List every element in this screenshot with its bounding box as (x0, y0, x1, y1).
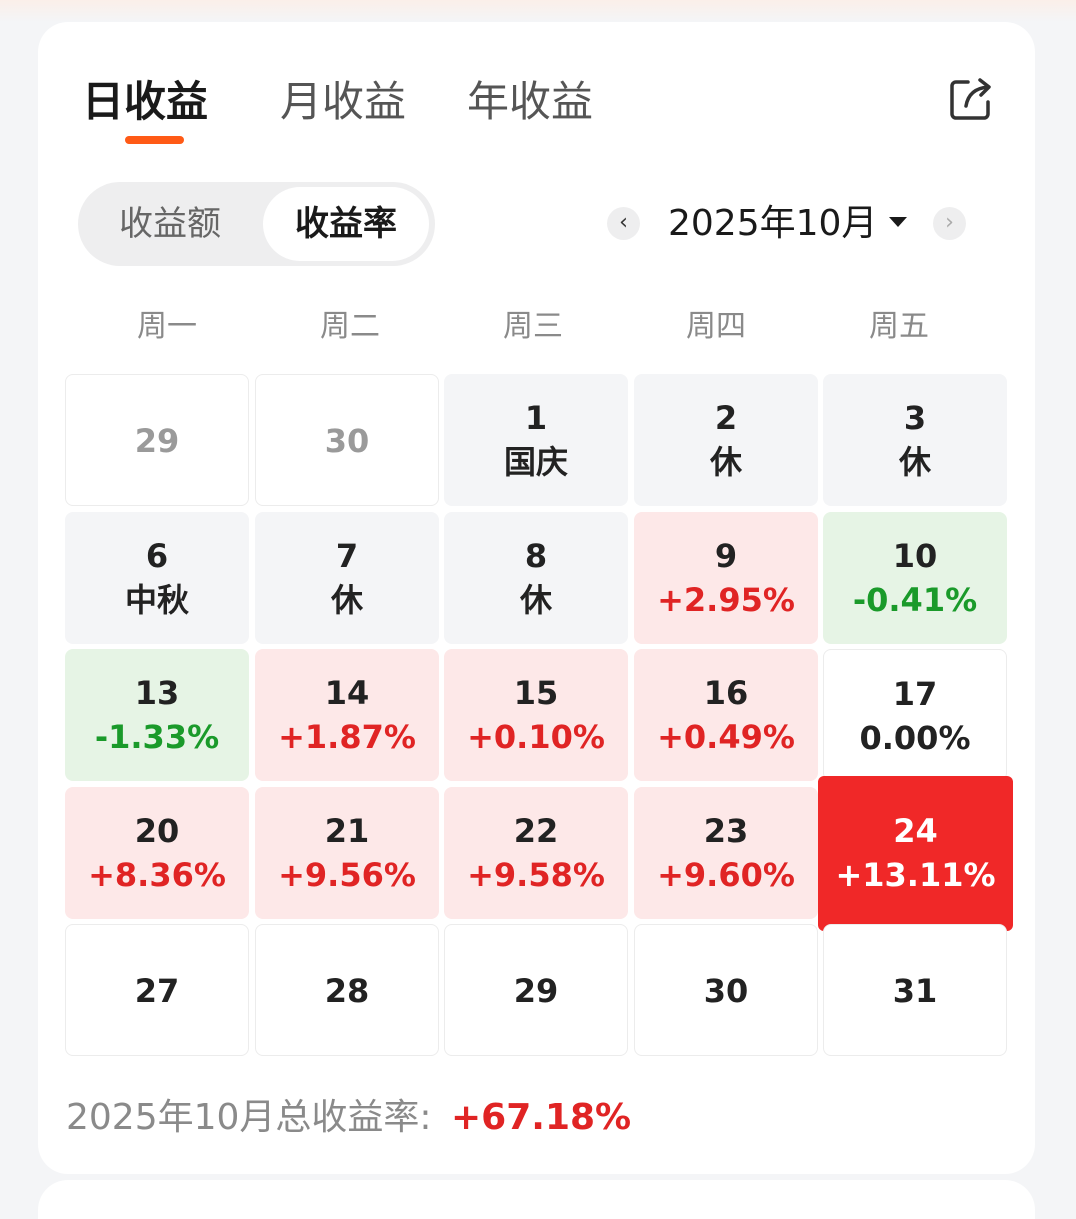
day-number: 22 (513, 812, 559, 850)
calendar-day-cell[interactable]: 29 (444, 924, 628, 1056)
day-number: 23 (703, 812, 749, 850)
daily-return-rate: +13.11% (835, 856, 996, 894)
tab-daily[interactable]: 日收益 (82, 77, 209, 126)
calendar-day-cell[interactable]: 16 +0.49% (634, 649, 818, 781)
active-tab-indicator (125, 136, 184, 144)
weekday-mon: 周一 (137, 309, 197, 344)
weekday-fri: 周五 (869, 309, 929, 344)
day-number: 29 (134, 422, 180, 460)
calendar-day-cell[interactable]: 15 +0.10% (444, 649, 628, 781)
day-number: 17 (892, 675, 938, 713)
day-number: 14 (324, 674, 370, 712)
day-number: 31 (892, 972, 938, 1010)
day-number: 20 (134, 812, 180, 850)
calendar-day-cell[interactable]: 21 +9.56% (255, 787, 439, 919)
calendar-day-cell[interactable]: 23 +9.60% (634, 787, 818, 919)
calendar-day-cell[interactable]: 17 0.00% (823, 649, 1007, 781)
segment-amount[interactable]: 收益额 (119, 204, 221, 244)
holiday-label: 休 (330, 581, 363, 619)
tab-yearly[interactable]: 年收益 (467, 77, 594, 126)
next-card (38, 1180, 1035, 1219)
daily-return-rate: +9.58% (467, 856, 605, 894)
day-number: 1 (524, 399, 548, 437)
share-icon[interactable] (946, 74, 996, 124)
calendar-day-cell[interactable]: 29 (65, 374, 249, 506)
holiday-label: 中秋 (124, 581, 189, 619)
calendar-day-cell[interactable]: 31 (823, 924, 1007, 1056)
holiday-label: 休 (898, 443, 931, 481)
day-number: 8 (524, 537, 548, 575)
daily-return-rate: +8.36% (88, 856, 226, 894)
day-number: 6 (145, 537, 169, 575)
segment-rate[interactable]: 收益率 (263, 187, 429, 261)
daily-return-rate: +0.10% (467, 718, 605, 756)
calendar-day-cell[interactable]: 9 +2.95% (634, 512, 818, 644)
day-number: 21 (324, 812, 370, 850)
weekday-thu: 周四 (686, 309, 746, 344)
weekday-wed: 周三 (503, 309, 563, 344)
tab-monthly[interactable]: 月收益 (280, 77, 407, 126)
metric-segmented-control: 收益额 收益率 (78, 182, 435, 266)
calendar-day-cell[interactable]: 1 国庆 (444, 374, 628, 506)
day-number: 28 (324, 972, 370, 1010)
monthly-total-value: +67.18% (451, 1097, 632, 1138)
next-month-button[interactable]: › (933, 207, 966, 240)
daily-return-rate: +0.49% (657, 718, 795, 756)
day-number: 30 (703, 972, 749, 1010)
calendar-day-cell[interactable]: 20 +8.36% (65, 787, 249, 919)
daily-return-rate: +1.87% (278, 718, 416, 756)
calendar-day-cell[interactable]: 6 中秋 (65, 512, 249, 644)
day-number: 10 (892, 537, 938, 575)
calendar-day-cell[interactable]: 30 (634, 924, 818, 1056)
weekday-tue: 周二 (320, 309, 380, 344)
day-number: 3 (903, 399, 927, 437)
daily-return-rate: +2.95% (657, 581, 795, 619)
month-selector[interactable]: 2025年10月 (668, 203, 878, 244)
caret-down-icon[interactable] (889, 217, 907, 227)
daily-return-rate: +9.56% (278, 856, 416, 894)
day-number: 7 (335, 537, 359, 575)
calendar-day-cell[interactable]: 10 -0.41% (823, 512, 1007, 644)
calendar-day-cell[interactable]: 28 (255, 924, 439, 1056)
day-number: 30 (324, 422, 370, 460)
day-number: 24 (893, 812, 938, 850)
calendar-day-cell[interactable]: 24 +13.11% (818, 776, 1013, 931)
calendar-day-cell[interactable]: 27 (65, 924, 249, 1056)
daily-return-rate: 0.00% (859, 719, 971, 757)
daily-return-rate: +9.60% (657, 856, 795, 894)
monthly-total-label: 2025年10月总收益率: (66, 1097, 432, 1138)
top-fade (0, 0, 1076, 22)
calendar-day-cell[interactable]: 22 +9.58% (444, 787, 628, 919)
day-number: 15 (513, 674, 559, 712)
daily-return-rate: -1.33% (94, 718, 220, 756)
day-number: 16 (703, 674, 749, 712)
day-number: 13 (134, 674, 180, 712)
calendar-day-cell[interactable]: 14 +1.87% (255, 649, 439, 781)
day-number: 27 (134, 972, 180, 1010)
calendar-day-cell[interactable]: 30 (255, 374, 439, 506)
calendar-day-cell[interactable]: 13 -1.33% (65, 649, 249, 781)
holiday-label: 休 (709, 443, 742, 481)
holiday-label: 国庆 (503, 443, 568, 481)
prev-month-button[interactable]: ‹ (607, 207, 640, 240)
day-number: 9 (714, 537, 738, 575)
day-number: 2 (714, 399, 738, 437)
daily-return-rate: -0.41% (852, 581, 978, 619)
day-number: 29 (513, 972, 559, 1010)
holiday-label: 休 (519, 581, 552, 619)
